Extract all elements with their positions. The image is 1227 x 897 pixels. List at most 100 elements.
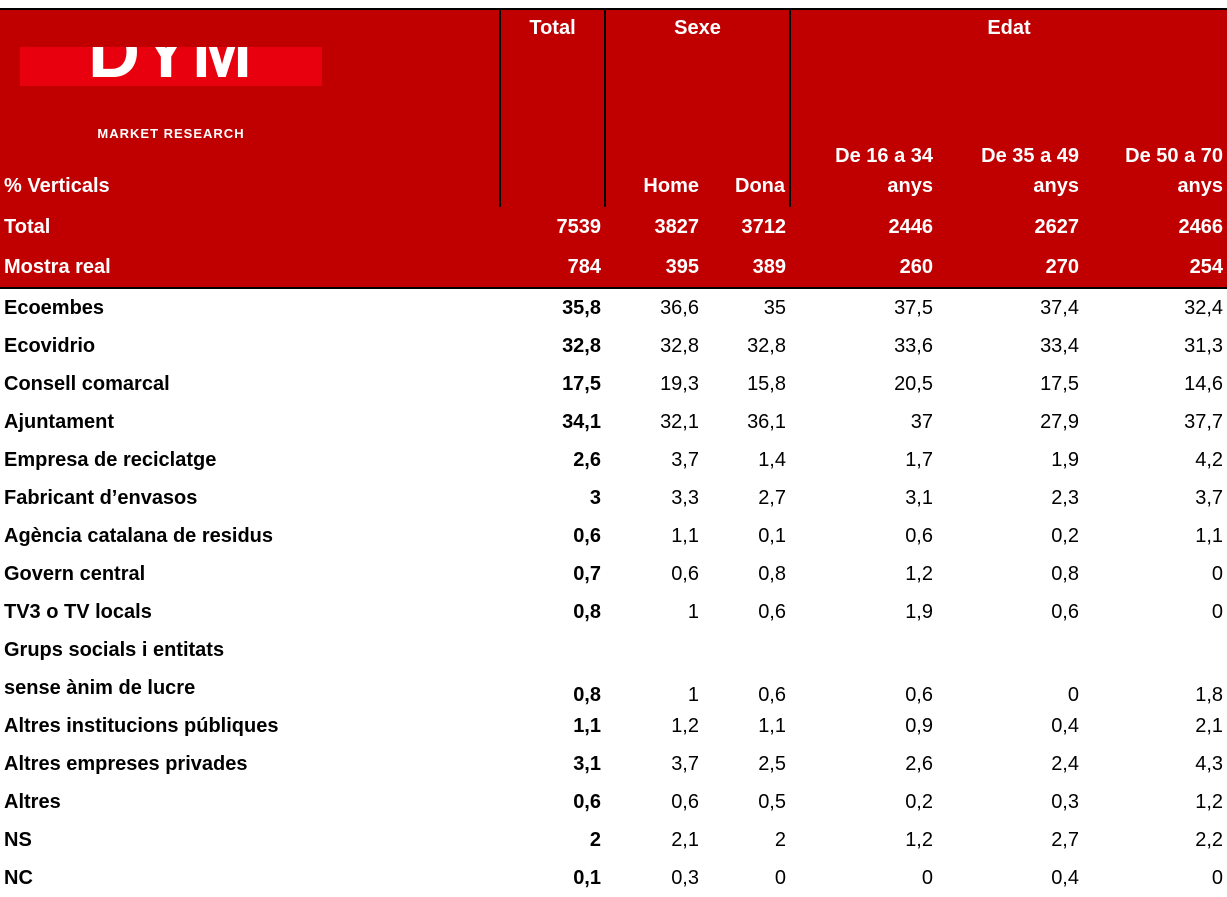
cell: 0,1 <box>758 524 786 547</box>
corner-label: % Verticals <box>4 175 110 197</box>
cell: 0,5 <box>758 790 786 813</box>
cell: 2,7 <box>758 486 786 509</box>
cell: 2,4 <box>1051 752 1079 775</box>
cell: 7539 <box>500 207 605 247</box>
row-label: NS <box>4 829 32 851</box>
cell: 0,9 <box>905 714 933 737</box>
cell: 1,9 <box>905 600 933 623</box>
cell: 3 <box>589 486 601 509</box>
cell: 33,4 <box>1040 334 1079 357</box>
data-row: Altres empreses privades 3,1 3,7 2,5 2,6 2,4 4… <box>0 745 1227 783</box>
cell: 1,1 <box>573 714 601 737</box>
cell: 0 <box>1067 684 1079 706</box>
corner-cell: DYM MARKET RESEARCH % Verticals <box>0 47 500 207</box>
cell: 32,8 <box>562 334 601 357</box>
header-cell <box>499 47 605 207</box>
cell: 37,4 <box>1040 296 1079 319</box>
cell: 2,1 <box>1195 714 1224 737</box>
cell: 1,2 <box>671 714 699 737</box>
row-label: Ajuntament <box>4 411 114 433</box>
cell: 37,7 <box>1184 410 1224 433</box>
row-label: Agència catalana de residus <box>4 525 274 547</box>
group-header: Edat <box>788 8 1227 47</box>
data-row: TV3 o TV locals 0,8 1 0,6 1,9 0,6 0 <box>0 593 1227 631</box>
cell: 1,1 <box>1195 524 1224 547</box>
cell: 3,7 <box>671 752 699 775</box>
cell: 36,6 <box>660 296 699 319</box>
data-row: Ecoembes 35,8 36,6 35 37,5 37,4 32,4 <box>0 288 1227 327</box>
cell: 0 <box>1211 600 1224 623</box>
header-cell <box>0 8 500 47</box>
row-label: Altres <box>4 791 61 813</box>
cell: 4,2 <box>1195 448 1224 471</box>
cell: 2,6 <box>905 752 933 775</box>
column-header: De 50 a 70 anys <box>1083 47 1227 207</box>
group-header: Sexe <box>604 8 790 47</box>
cell: 37,5 <box>894 296 933 319</box>
cell: 0,8 <box>573 600 601 623</box>
cell: 0,8 <box>573 684 601 706</box>
column-header: De 16 a 34 anys <box>789 47 937 207</box>
cell: 0,3 <box>671 866 699 889</box>
cell: 1,1 <box>758 714 786 737</box>
column-header: De 35 a 49 anys <box>937 47 1083 207</box>
data-row: NS 2 2,1 2 1,2 2,7 2,2 <box>0 821 1227 859</box>
column-header-row: DYM MARKET RESEARCH % Verticals Home Dona… <box>0 47 1227 207</box>
cell: 36,1 <box>747 410 786 433</box>
data-row: Ajuntament 34,1 32,1 36,1 37 27,9 37,7 <box>0 403 1227 441</box>
cell: 2,3 <box>1051 486 1079 509</box>
logo: DYM MARKET RESEARCH <box>20 47 322 141</box>
logo-tagline: MARKET RESEARCH <box>97 126 245 141</box>
cell: 32,4 <box>1184 296 1224 319</box>
cell: 17,5 <box>562 372 601 395</box>
cell: 0 <box>1211 562 1224 585</box>
column-header: Home <box>604 47 703 207</box>
data-row: Govern central 0,7 0,6 0,8 1,2 0,8 0 <box>0 555 1227 593</box>
row-label: Govern central <box>4 563 146 585</box>
cell: 1,2 <box>1195 790 1224 813</box>
cell: 260 <box>790 247 937 289</box>
cell: 2627 <box>937 207 1083 247</box>
cell: 27,9 <box>1040 410 1079 433</box>
cell: 3,1 <box>573 752 601 775</box>
cell: 0,6 <box>671 562 699 585</box>
data-row: Altres institucions públiques 1,1 1,2 1,1 0,… <box>0 707 1227 745</box>
cell: 2,6 <box>573 448 601 471</box>
cell: 0,8 <box>758 562 786 585</box>
cell: 3827 <box>605 207 703 247</box>
cell: 2 <box>774 828 786 851</box>
data-row: NC 0,1 0,3 0 0 0,4 0 <box>0 859 1227 897</box>
cell: 395 <box>605 247 703 289</box>
cell: 0,2 <box>1051 524 1079 547</box>
data-row: Grups socials i entitats sense ànim de l… <box>0 631 1227 707</box>
cell: 3,7 <box>1195 486 1224 509</box>
table-body: Total Sexe Edat DYM MARKET RESEARCH % Ve… <box>0 8 1227 897</box>
cell: 14,6 <box>1184 372 1224 395</box>
row-label: Grups socials i entitats sense ànim de l… <box>4 639 225 699</box>
cell: 0,4 <box>1051 714 1079 737</box>
data-row: Agència catalana de residus 0,6 1,1 0,1 0,6 0… <box>0 517 1227 555</box>
cell: 2466 <box>1083 207 1227 247</box>
cell: 389 <box>703 247 790 289</box>
cell: 2,7 <box>1051 828 1079 851</box>
cell: 32,8 <box>747 334 786 357</box>
cell: 37 <box>910 410 933 433</box>
row-label: Mostra real <box>0 247 500 289</box>
group-header-row: Total Sexe Edat <box>0 8 1227 47</box>
cell: 15,8 <box>747 372 786 395</box>
cell: 20,5 <box>894 372 933 395</box>
row-label: NC <box>4 867 33 889</box>
cell: 2 <box>589 828 601 851</box>
cell: 0,3 <box>1051 790 1079 813</box>
cell: 0,6 <box>905 524 933 547</box>
cell: 32,8 <box>660 334 699 357</box>
data-row: Altres 0,6 0,6 0,5 0,2 0,3 1,2 <box>0 783 1227 821</box>
cell: 1,9 <box>1051 448 1079 471</box>
row-label: Ecovidrio <box>4 335 96 357</box>
column-header: Dona <box>703 47 790 207</box>
cell: 35,8 <box>562 296 601 319</box>
cell: 0 <box>1211 866 1224 889</box>
cell: 35 <box>763 296 786 319</box>
cell: 270 <box>937 247 1083 289</box>
cell: 4,3 <box>1195 752 1224 775</box>
